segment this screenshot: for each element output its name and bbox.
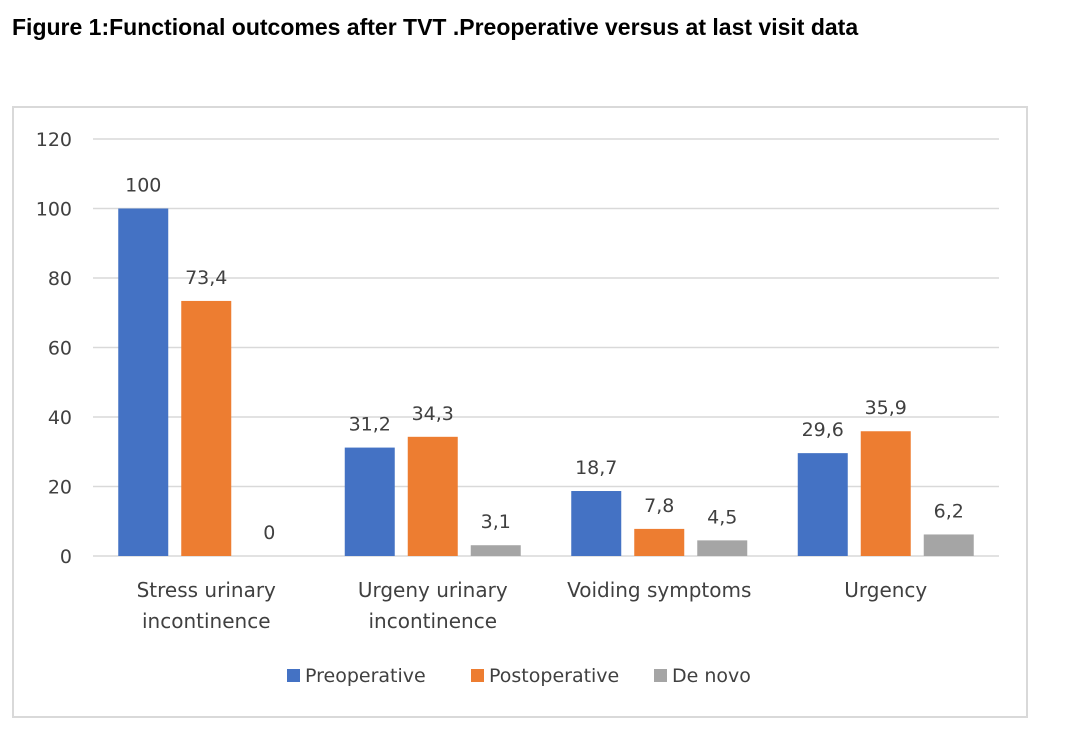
data-label: 35,9 xyxy=(865,397,907,419)
figure-title: Figure 1:Functional outcomes after TVT .… xyxy=(12,14,859,40)
legend-label: Preoperative xyxy=(305,665,426,687)
y-tick-label: 40 xyxy=(48,407,72,429)
x-category-label: Stress urinary xyxy=(137,578,276,602)
gridlines xyxy=(93,138,999,557)
bar-postoperative xyxy=(181,300,232,556)
bar-preoperative xyxy=(118,208,169,556)
x-category-label: Voiding symptoms xyxy=(567,578,751,602)
y-axis-ticks: 0 20 40 60 80 100 120 xyxy=(36,129,72,568)
x-category-label: Urgeny urinary xyxy=(358,578,508,602)
y-tick-label: 100 xyxy=(36,199,72,221)
y-tick-label: 60 xyxy=(48,338,72,360)
data-label: 3,1 xyxy=(481,511,511,533)
x-category-label: incontinence xyxy=(369,609,498,633)
bar-postoperative xyxy=(634,528,685,556)
data-label: 31,2 xyxy=(349,414,391,436)
bar-postoperative xyxy=(860,431,911,556)
legend-swatch xyxy=(287,669,300,682)
bar-preoperative xyxy=(344,447,395,556)
legend-label: De novo xyxy=(672,665,751,687)
bar-de-novo xyxy=(470,545,521,556)
bar-de-novo xyxy=(923,534,974,556)
legend-swatch xyxy=(471,669,484,682)
bar-chart: 0 20 40 60 80 100 120 100 73,4 0 31,2 34,3 3,1 18,7 7… xyxy=(36,129,999,687)
data-label: 4,5 xyxy=(707,506,737,528)
legend: Preoperative Postoperative De novo xyxy=(287,665,751,687)
y-tick-label: 80 xyxy=(48,268,72,290)
data-label: 29,6 xyxy=(802,419,844,441)
y-tick-label: 20 xyxy=(48,477,72,499)
data-label: 0 xyxy=(263,522,275,544)
x-category-label: incontinence xyxy=(142,609,271,633)
data-label: 34,3 xyxy=(412,403,454,425)
x-axis-labels: Stress urinary incontinence Urgeny urinary… xyxy=(137,578,928,633)
bar-preoperative xyxy=(797,453,848,556)
data-label: 100 xyxy=(125,175,161,197)
chart-frame: 0 20 40 60 80 100 120 100 73,4 0 31,2 34,3 3,1 18,7 7… xyxy=(12,106,1028,718)
bar-preoperative xyxy=(571,491,622,556)
data-label: 7,8 xyxy=(644,495,674,517)
y-tick-label: 0 xyxy=(60,546,72,568)
bars xyxy=(118,208,974,556)
data-labels: 100 73,4 0 31,2 34,3 3,1 18,7 7,8 4,5 29,6 35,9 6,2 xyxy=(125,175,964,545)
x-category-label: Urgency xyxy=(844,578,927,602)
data-label: 73,4 xyxy=(185,267,227,289)
y-tick-label: 120 xyxy=(36,129,72,151)
legend-label: Postoperative xyxy=(489,665,619,687)
data-label: 18,7 xyxy=(575,457,617,479)
bar-de-novo xyxy=(697,540,748,556)
bar-postoperative xyxy=(407,436,458,556)
legend-swatch xyxy=(654,669,667,682)
data-label: 6,2 xyxy=(934,500,964,522)
